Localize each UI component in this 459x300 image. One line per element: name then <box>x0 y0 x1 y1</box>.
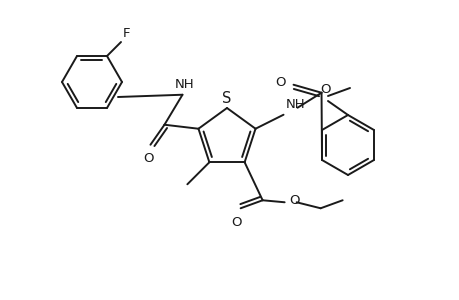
Text: NH: NH <box>174 78 194 91</box>
Text: O: O <box>231 216 241 229</box>
Text: S: S <box>222 91 231 106</box>
Text: O: O <box>143 152 153 165</box>
Text: methyl_blank: methyl_blank <box>180 191 190 193</box>
Text: F: F <box>123 27 130 40</box>
Text: O: O <box>320 83 330 96</box>
Text: NH: NH <box>285 98 304 111</box>
Text: O: O <box>274 76 285 89</box>
Text: O: O <box>289 194 299 207</box>
Text: methoxy_line: methoxy_line <box>355 85 365 87</box>
